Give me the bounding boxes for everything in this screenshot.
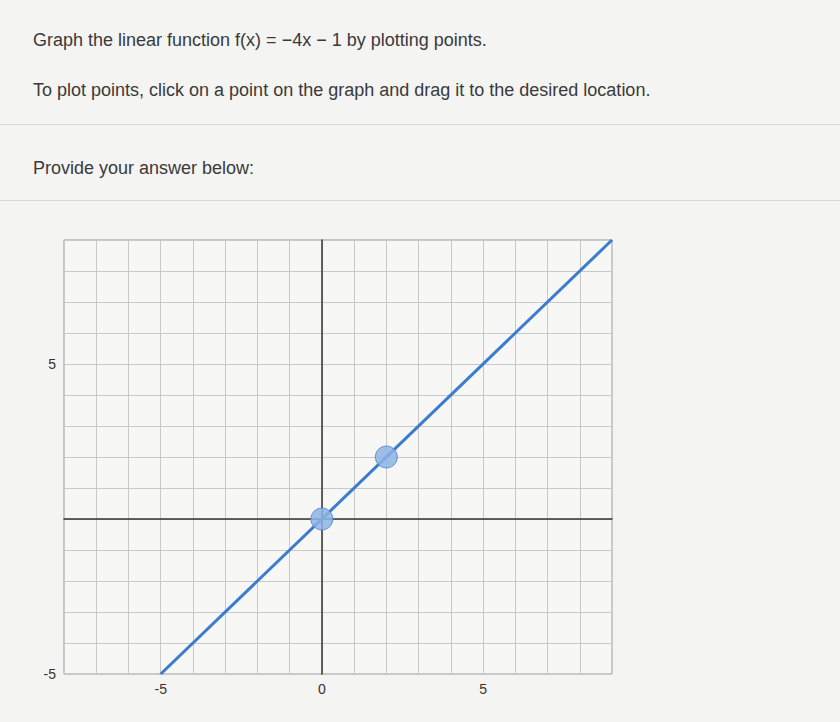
svg-text:0: 0	[318, 681, 326, 697]
svg-text:5: 5	[479, 681, 487, 697]
html-text:Provide your answer below:: Provide your answer below:	[33, 158, 255, 178]
svg-text:5: 5	[48, 356, 56, 372]
html-text:Graph the linear function f(x): Graph the linear function f(x) = −4x − 1…	[33, 30, 487, 50]
svg-text:-5: -5	[44, 666, 57, 682]
svg-text:-5: -5	[154, 681, 167, 697]
html-text:To plot points, click on a poi: To plot points, click on a point on the …	[33, 80, 651, 100]
